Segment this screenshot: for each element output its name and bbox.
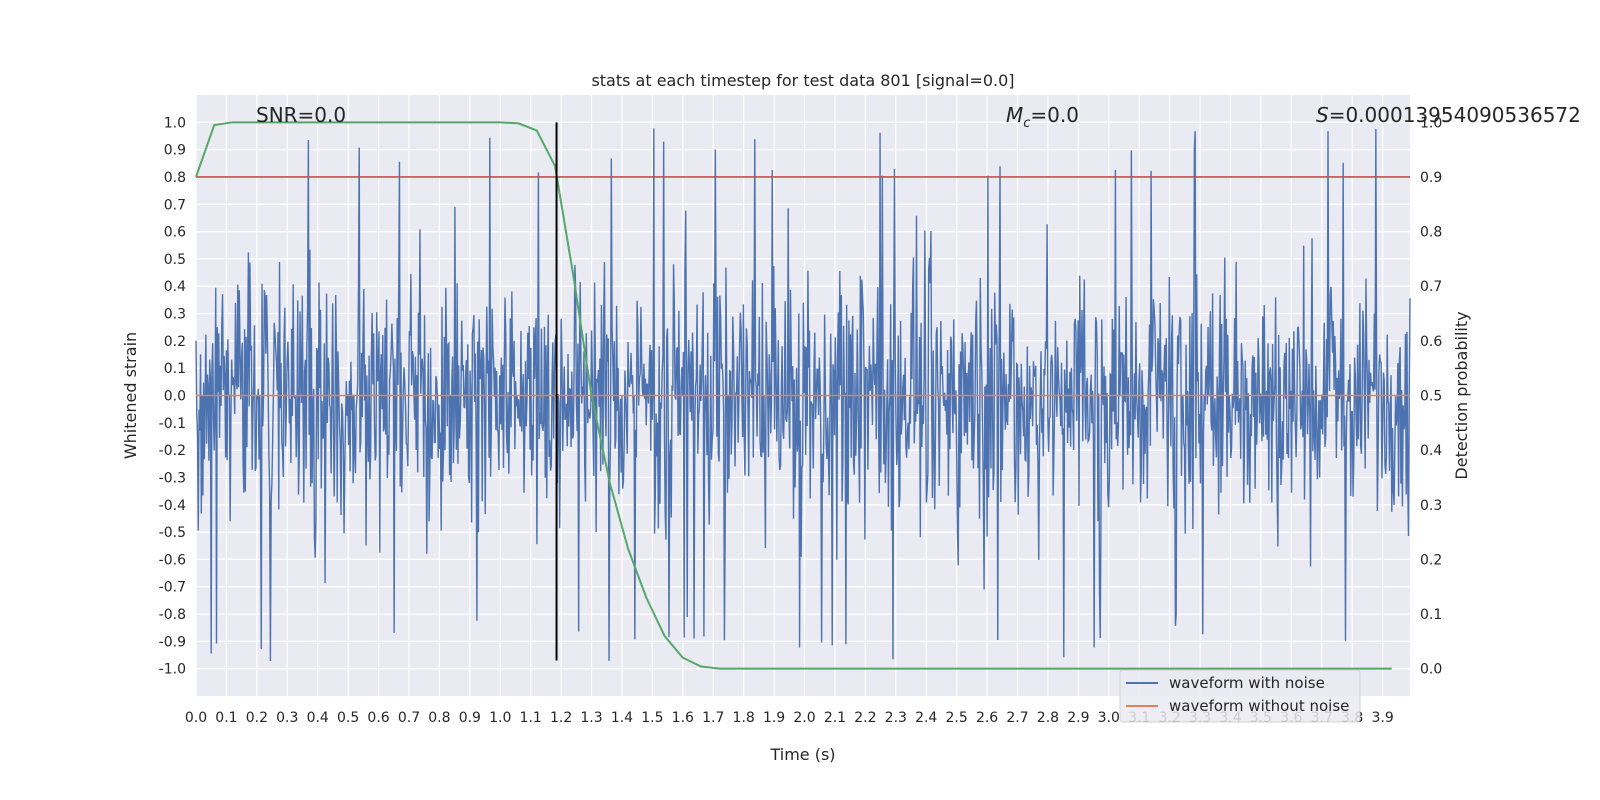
snr-annotation: SNR=0.0	[256, 103, 346, 127]
y2-tick-label: 0.1	[1420, 607, 1442, 623]
x-tick-label: 2.0	[793, 710, 815, 726]
y-tick-label: 0.1	[164, 361, 186, 377]
x-tick-label: 2.9	[1067, 710, 1089, 726]
y-tick-label: 0.5	[164, 252, 186, 268]
y-tick-label: 0.2	[164, 334, 186, 350]
x-tick-label: 0.3	[276, 710, 298, 726]
x-tick-label: 1.8	[733, 710, 755, 726]
x-tick-label: 2.5	[946, 710, 968, 726]
x-tick-label: 0.7	[398, 710, 420, 726]
y-tick-label: 0.0	[164, 389, 186, 405]
x-tick-label: 2.7	[1006, 710, 1028, 726]
x-tick-label: 3.0	[1098, 710, 1120, 726]
x-tick-label: 1.2	[550, 710, 572, 726]
x-tick-label: 2.8	[1037, 710, 1059, 726]
x-tick-label: 2.1	[824, 710, 846, 726]
y-tick-label: -0.4	[159, 498, 186, 514]
y2-tick-label: 0.0	[1420, 662, 1442, 678]
y-tick-label: -0.8	[159, 607, 186, 623]
series-waveform-with-noise	[195, 128, 1411, 661]
series-layer	[195, 121, 1411, 670]
score-symbol: S	[1316, 103, 1329, 127]
y2-axis-label: Detection probability	[1452, 311, 1471, 479]
y-tick-label: -1.0	[159, 662, 186, 678]
x-tick-label: 0.1	[215, 710, 237, 726]
chirp-mass-value: =0.0	[1030, 103, 1079, 127]
legend: waveform with noise waveform without noi…	[1119, 669, 1361, 723]
x-tick-label: 1.7	[702, 710, 724, 726]
y2-tick-label: 1.0	[1420, 115, 1442, 131]
x-tick-label: 0.9	[459, 710, 481, 726]
x-tick-label: 1.9	[763, 710, 785, 726]
y-tick-label: -0.2	[159, 443, 186, 459]
x-tick-label: 2.3	[885, 710, 907, 726]
y-tick-label: 0.8	[164, 170, 186, 186]
x-tick-label: 1.5	[641, 710, 663, 726]
x-tick-label: 0.4	[307, 710, 329, 726]
x-tick-label: 1.3	[580, 710, 602, 726]
y-tick-label: -0.6	[159, 552, 186, 568]
x-tick-label: 2.6	[976, 710, 998, 726]
y-tick-label: 0.3	[164, 307, 186, 323]
y-tick-label: 0.9	[164, 143, 186, 159]
x-tick-label: 0.0	[185, 710, 207, 726]
y2-tick-label: 0.8	[1420, 225, 1442, 241]
y-tick-label: 0.7	[164, 197, 186, 213]
chirp-mass-subscript: c	[1023, 116, 1030, 131]
chirp-mass-annotation: Mc=0.0	[1006, 103, 1079, 131]
y-tick-label: -0.7	[159, 580, 186, 596]
y-axis-label: Whitened strain	[121, 332, 140, 459]
y-tick-label: 0.4	[164, 279, 186, 295]
x-tick-label: 1.1	[520, 710, 542, 726]
chirp-mass-symbol: M	[1006, 103, 1023, 127]
x-tick-label: 0.2	[246, 710, 268, 726]
x-tick-label: 1.0	[489, 710, 511, 726]
y2-tick-label: 0.2	[1420, 552, 1442, 568]
x-tick-label: 0.8	[428, 710, 450, 726]
x-tick-label: 1.6	[672, 710, 694, 726]
y2-tick-label: 0.5	[1420, 389, 1442, 405]
y-tick-label: 0.6	[164, 225, 186, 241]
x-tick-label: 0.6	[367, 710, 389, 726]
x-tick-label: 2.2	[854, 710, 876, 726]
x-tick-label: 1.4	[611, 710, 633, 726]
score-value: =0.00013954090536572	[1329, 103, 1581, 127]
y2-tick-label: 0.9	[1420, 170, 1442, 186]
y-tick-label: -0.3	[159, 470, 186, 486]
y-tick-label: -0.9	[159, 634, 186, 650]
x-tick-label: 2.4	[915, 710, 937, 726]
chart-title: stats at each timestep for test data 801…	[591, 71, 1014, 90]
y-tick-label: -0.1	[159, 416, 186, 432]
legend-box	[1119, 669, 1361, 723]
y2-tick-label: 0.3	[1420, 498, 1442, 514]
y-tick-label: -0.5	[159, 525, 186, 541]
y2-tick-label: 0.6	[1420, 334, 1442, 350]
x-axis-label: Time (s)	[769, 745, 835, 764]
x-tick-label: 3.9	[1371, 710, 1393, 726]
y2-tick-label: 0.7	[1420, 279, 1442, 295]
y-tick-label: 1.0	[164, 115, 186, 131]
x-tick-label: 0.5	[337, 710, 359, 726]
legend-label-waveform-without-noise: waveform without noise	[1169, 697, 1349, 715]
series-detection-probability	[195, 121, 1392, 670]
legend-label-waveform-with-noise: waveform with noise	[1169, 674, 1325, 692]
y2-tick-label: 0.4	[1420, 443, 1442, 459]
score-annotation: S=0.00013954090536572	[1316, 103, 1581, 127]
